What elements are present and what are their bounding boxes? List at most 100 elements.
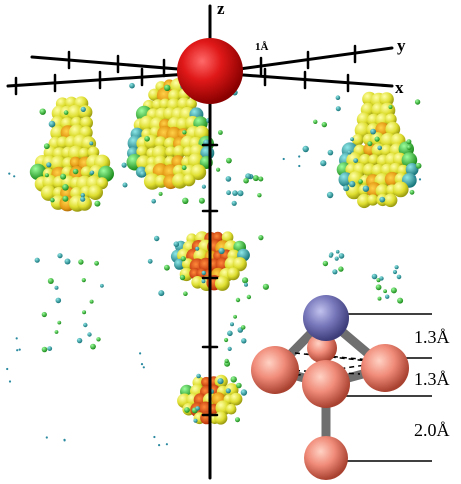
density-halo-point	[237, 190, 244, 197]
density-halo-point	[179, 274, 186, 281]
density-halo-point	[63, 110, 69, 115]
density-halo-point	[164, 84, 171, 92]
density-halo-point	[44, 173, 49, 178]
density-halo-point	[201, 270, 206, 276]
density-lobe-right	[379, 92, 394, 107]
left-atom	[251, 346, 299, 394]
density-halo-point	[100, 283, 104, 288]
density-halo-point	[379, 276, 384, 281]
density-lobe-right	[351, 134, 364, 146]
density-halo-point	[362, 185, 370, 192]
density-halo-point	[414, 99, 421, 105]
density-halo-point	[72, 168, 79, 175]
density-speck	[158, 444, 161, 447]
density-halo-point	[258, 235, 264, 241]
right-atom	[361, 344, 409, 392]
density-halo-point	[392, 269, 398, 275]
density-speck	[8, 172, 11, 175]
density-halo-point	[235, 297, 241, 303]
density-halo-point	[54, 285, 59, 290]
density-halo-point	[129, 82, 135, 89]
density-halo-point	[388, 105, 393, 109]
density-halo-point	[57, 253, 63, 259]
density-halo-point	[144, 136, 150, 142]
z-axis-label: z	[217, 0, 225, 18]
density-lobe-center	[182, 173, 196, 187]
molecular-cluster	[251, 295, 409, 480]
density-halo-point	[48, 120, 56, 128]
density-halo-point	[257, 193, 262, 198]
density-halo-point	[218, 130, 223, 135]
density-lobe-middle	[174, 258, 185, 270]
scale-bar-label: 1Å	[255, 41, 269, 53]
x-axis-right	[228, 72, 394, 88]
density-lobe-left	[87, 184, 103, 200]
density-halo-point	[367, 141, 373, 147]
density-halo-point	[225, 176, 232, 182]
density-lobe-middle	[214, 276, 230, 291]
density-lobe-bottom	[229, 392, 243, 406]
density-lobe-center	[172, 145, 186, 159]
density-halo-point	[232, 190, 238, 196]
density-halo-point	[335, 106, 341, 112]
density-halo-point	[46, 162, 52, 168]
density-speck	[63, 439, 66, 442]
density-halo-point	[195, 246, 200, 251]
density-halo-point	[233, 314, 238, 319]
density-halo-point	[397, 297, 404, 304]
density-lobe-center	[190, 164, 207, 181]
y-axis-right	[230, 46, 394, 72]
density-halo-point	[262, 283, 269, 290]
density-halo-point	[244, 282, 248, 287]
distance-label-bottom: 2.0Å	[414, 420, 450, 440]
front-atom	[302, 360, 350, 408]
density-halo-point	[231, 200, 237, 206]
apex-atom	[303, 295, 349, 341]
density-halo-point	[151, 198, 156, 204]
density-speck	[13, 175, 16, 178]
density-halo-point	[50, 197, 55, 203]
density-speck	[413, 175, 416, 178]
density-halo-point	[80, 196, 86, 202]
central-atom	[177, 38, 243, 104]
density-lobe-center	[185, 98, 197, 110]
density-halo-point	[201, 279, 206, 284]
density-lobe-left	[40, 185, 57, 201]
density-halo-point	[347, 150, 352, 155]
density-halo-point	[39, 108, 46, 115]
density-halo-point	[334, 256, 339, 261]
density-lobe-right	[392, 181, 409, 198]
density-lobe-left	[78, 147, 90, 160]
density-speck	[8, 380, 12, 383]
density-halo-point	[258, 176, 264, 182]
density-halo-point	[313, 119, 318, 125]
density-halo-point	[47, 346, 53, 351]
density-halo-point	[87, 332, 92, 337]
density-halo-point	[80, 106, 86, 112]
density-halo-point	[338, 266, 344, 272]
density-halo-point	[81, 278, 86, 283]
density-halo-point	[227, 330, 233, 337]
density-speck	[6, 367, 9, 371]
density-speck	[139, 352, 142, 355]
density-halo-point	[158, 191, 163, 196]
density-halo-point	[64, 258, 71, 265]
density-halo-point	[201, 184, 206, 189]
density-halo-point	[55, 297, 62, 304]
density-halo-point	[245, 173, 252, 180]
density-halo-point	[96, 337, 101, 342]
density-speck	[165, 443, 168, 446]
density-lobe-right	[383, 193, 398, 208]
density-halo-point	[80, 193, 86, 198]
density-halo-point	[94, 200, 101, 207]
bottom-atom	[304, 436, 348, 480]
density-halo-point	[82, 310, 87, 315]
density-halo-point	[225, 388, 231, 394]
density-halo-point	[183, 291, 188, 297]
density-halo-point	[338, 253, 345, 259]
density-halo-point	[193, 418, 198, 423]
density-lobe-right	[375, 184, 390, 198]
density-halo-point	[147, 258, 153, 264]
density-lobe-bottom	[214, 411, 228, 425]
